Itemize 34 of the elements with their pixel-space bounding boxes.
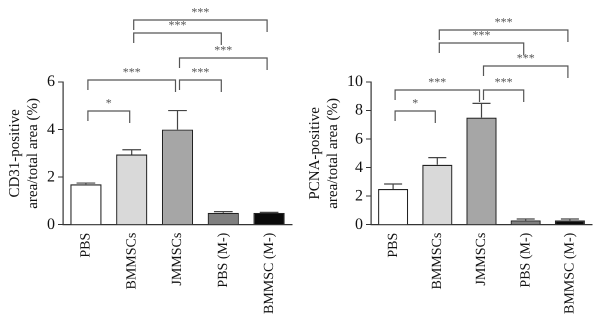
text: *** [214,43,232,58]
x-tick-label: PBS [78,232,94,258]
y-tick-label: 8 [355,102,363,119]
x-tick-label: BMMSCs [124,232,140,290]
x-tick-label: PBS (M-) [216,232,231,288]
y-tick-label: 10 [347,73,363,90]
text: *** [191,65,210,80]
text: *** [472,28,490,42]
x-tick-label: JMMSCs [170,232,186,286]
annotation: *** [494,75,513,90]
annotation: * [412,96,418,110]
annotation: *** [428,75,446,90]
x-tick-label: JMMSCs [474,232,490,286]
x-tick-label: BMMSC (M-) [562,232,578,314]
text: *** [516,51,535,66]
y-tick-label: 4 [47,120,55,138]
y-tick-label: 2 [47,168,55,186]
y-tick-label: 0 [47,216,55,233]
y-tick-label: 4 [355,158,363,176]
text: *** [494,15,513,30]
x-tick-label: PBS (M-) [518,232,534,288]
y-tick-label: 6 [47,73,55,90]
x-tick-label: PBS [386,232,401,258]
text: *** [168,18,186,32]
y-axis-title: PCNA-positive area/total area (%) [306,98,341,209]
text: *** [191,5,210,20]
annotation: * [106,96,112,110]
y-axis-title: CD31-positive area/total area (%) [6,98,41,209]
x-tick-label: BMMSCs [430,232,445,290]
x-tick-label: BMMSC (M-) [262,232,277,314]
y-tick-label: 2 [355,187,363,204]
y-tick-label: 6 [355,130,363,148]
text: *** [122,65,141,80]
y-tick-label: 0 [355,216,363,233]
